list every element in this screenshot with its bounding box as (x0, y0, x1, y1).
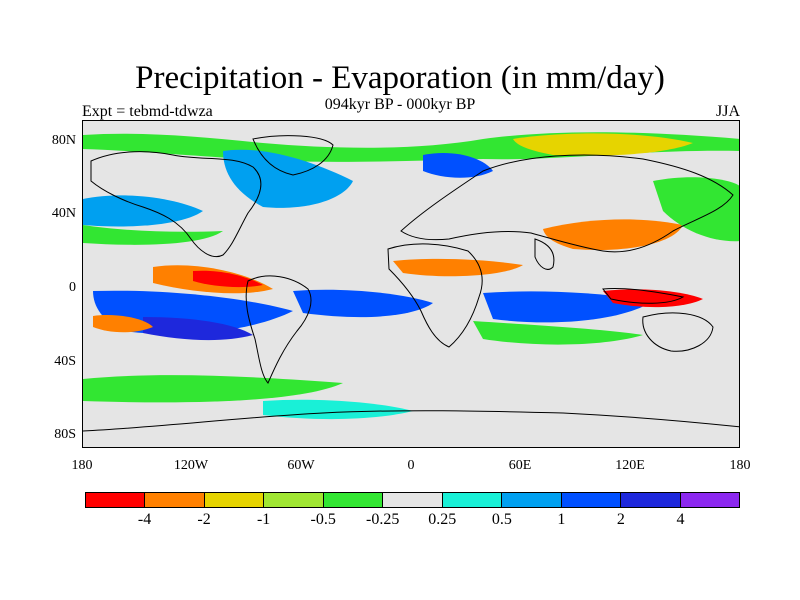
field-south-pacific-blue2 (143, 317, 253, 341)
colorbar-box (145, 493, 205, 507)
map-canvas (83, 132, 739, 432)
lat-label-40n: 40N (51, 206, 76, 221)
map-title: Precipitation - Evaporation (in mm/day) (135, 60, 665, 96)
colorbar-label: -1 (256, 511, 271, 528)
colorbar-box (264, 493, 324, 507)
coast-australia (642, 312, 714, 352)
lat-label-40s: 40S (54, 354, 76, 369)
lon-label-180e: 180 (729, 458, 751, 473)
colorbar-box (323, 493, 384, 507)
colorbar-label: 2 (616, 511, 625, 528)
colorbar-box (383, 493, 443, 507)
field-northatlantic-blue (223, 149, 353, 208)
lon-label-60e: 60E (508, 458, 532, 473)
lat-label-80s: 80S (54, 427, 76, 442)
coast-eurasia (400, 154, 734, 253)
colorbar-box (204, 493, 265, 507)
field-europe-blue (423, 152, 493, 178)
field-eastpacific-red (193, 270, 263, 288)
field-siberia-yellow (513, 133, 693, 156)
map-subtitle: 094kyr BP - 000kyr BP (324, 96, 476, 113)
lon-label-0: 0 (407, 458, 415, 473)
experiment-label: Expt = tebmd-tdwza (82, 103, 213, 120)
coast-antarctica (83, 410, 739, 432)
coast-indonesia (602, 288, 685, 304)
lat-label-80n: 80N (51, 133, 76, 148)
field-asia-orange (543, 219, 683, 250)
colorbar-label: 4 (676, 511, 685, 528)
season-label: JJA (715, 103, 740, 120)
colorbar-label: 0.5 (491, 511, 512, 528)
precip-field (83, 132, 739, 420)
colorbar-label: -2 (197, 511, 211, 528)
field-nwpacific-green (653, 177, 739, 242)
field-sahel-orange (393, 258, 523, 277)
colorbar-label: 0.25 (428, 511, 457, 528)
colorbar-label: 1 (557, 511, 566, 528)
field-spacific-orange (93, 315, 153, 333)
lon-label-120w: 120W (173, 458, 209, 473)
field-atlantic-blue (293, 289, 433, 318)
colorbar-label: -0.5 (310, 511, 336, 528)
coast-north-america (90, 151, 262, 257)
field-southern-cyan (263, 399, 413, 420)
colorbar-box (502, 493, 562, 507)
coast-india (534, 238, 555, 270)
colorbar-box (680, 493, 739, 507)
colorbar-label: -4 (137, 511, 152, 528)
colorbar (85, 492, 740, 508)
colorbar-box (442, 493, 503, 507)
colorbar-box (86, 493, 146, 507)
lat-label-equator: 0 (69, 280, 76, 295)
colorbar-label: -0.25 (366, 511, 400, 528)
coast-africa (387, 243, 483, 348)
map-plot-area (82, 120, 740, 448)
coast-south-america (245, 275, 312, 384)
lon-label-60w: 60W (287, 458, 315, 473)
field-npacific-blue (83, 195, 203, 227)
field-southern-green (83, 375, 343, 403)
lon-label-120e: 120E (615, 458, 645, 473)
lon-label-180w: 180 (71, 458, 93, 473)
field-maritime-red (603, 289, 703, 308)
continent-outlines (83, 135, 739, 432)
colorbar-box (621, 493, 681, 507)
colorbar-box (561, 493, 622, 507)
field-npacific-green (83, 225, 223, 245)
coast-greenland (252, 135, 334, 176)
field-indian-green (473, 321, 643, 345)
